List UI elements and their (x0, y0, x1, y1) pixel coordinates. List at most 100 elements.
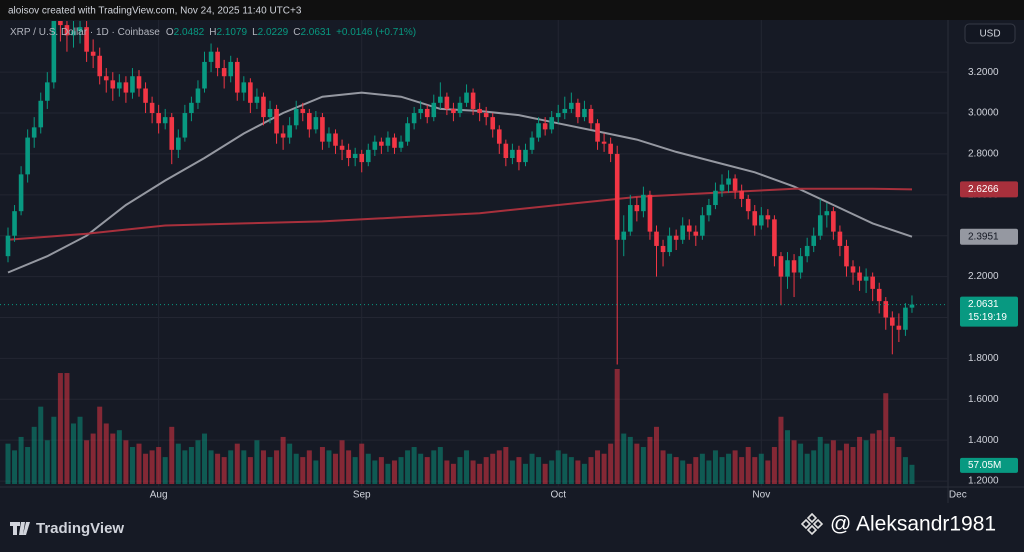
volume-bar (359, 443, 365, 484)
volume-bar (699, 453, 705, 484)
candle-body (772, 219, 777, 257)
candle-body (38, 100, 44, 128)
volume-bar (306, 450, 312, 484)
candle-body (169, 117, 175, 150)
candle-body (496, 129, 502, 144)
volume-bar (274, 450, 280, 484)
volume-bar (202, 433, 208, 484)
candle-body (739, 190, 744, 199)
currency[interactable]: USD (979, 29, 1000, 40)
volume-bar (765, 460, 771, 484)
candle-body (195, 88, 201, 103)
watermark-icon (800, 512, 824, 536)
volume-bar (215, 453, 221, 484)
volume-bar (549, 460, 555, 484)
candle-body (162, 117, 168, 124)
footer: TradingView @ Aleksandr1981 (10, 513, 996, 537)
candle-body (117, 82, 122, 89)
attribution: aloisov created with TradingView.com, No… (8, 6, 302, 17)
volume-bar (129, 447, 135, 484)
candle-body (549, 117, 554, 130)
candle-body (529, 137, 535, 150)
candle-body (90, 51, 96, 56)
volume-bar (850, 447, 856, 484)
volume-bar (575, 460, 581, 484)
candle-body (77, 27, 83, 32)
symbol: XRP / U.S. Dollar · 1D · Coinbase (10, 27, 160, 38)
volume-bar (601, 453, 607, 484)
volume-bar (352, 457, 358, 484)
candle-body (555, 113, 561, 118)
price-badge (960, 181, 1018, 198)
candle-body (12, 211, 17, 236)
candle-body (503, 143, 509, 159)
y-tick-label: 2.2000 (968, 271, 999, 282)
volume-bar (634, 443, 640, 484)
candle-body (287, 125, 292, 138)
ohlc-label: C (293, 27, 300, 38)
candle-body (863, 276, 869, 281)
volume-bar (162, 457, 168, 484)
volume-bar (830, 440, 836, 484)
candle-body (97, 55, 102, 77)
volume-bar (44, 440, 50, 484)
candle-body (431, 102, 437, 118)
candle-body (713, 190, 718, 206)
volume-bar (25, 447, 31, 484)
candle-body (392, 137, 397, 148)
volume-bar (477, 463, 483, 484)
volume-bar (293, 453, 299, 484)
volume-bar (902, 457, 908, 484)
volume-bar (398, 457, 404, 484)
volume-bar (568, 457, 574, 484)
volume-bar (339, 440, 345, 484)
candle-body (693, 231, 699, 236)
low-value: 2.0229 (258, 27, 289, 38)
candle-body (84, 27, 89, 52)
candle-body (752, 211, 758, 226)
last-price-label: 2.0631 (968, 299, 999, 310)
volume-bar (195, 440, 201, 484)
candle-body (143, 88, 148, 103)
volume-bar (300, 457, 306, 484)
high-value: 2.1079 (216, 27, 247, 38)
volume-bar (824, 443, 830, 484)
candle-body (850, 266, 856, 273)
volume-bar (51, 416, 57, 484)
candle-body (759, 215, 764, 226)
candle-body (870, 276, 875, 289)
candle-body (313, 117, 319, 130)
volume-badge-label: 57.05M (968, 460, 1001, 471)
ohlc-label: H (209, 27, 216, 38)
volume-bar (719, 457, 725, 484)
volume-bar (5, 443, 11, 484)
candle-body (18, 174, 24, 212)
volume-bar (667, 453, 673, 484)
candle-body (542, 123, 548, 130)
y-tick-label: 3.0000 (968, 108, 999, 119)
volume-bar (732, 450, 738, 484)
volume-bar (228, 450, 234, 484)
candle-body (182, 113, 188, 138)
candle-body (130, 76, 135, 93)
volume-bar (457, 457, 463, 484)
candle-body (405, 123, 410, 142)
volume-bar (391, 460, 397, 484)
candle-body (136, 76, 142, 89)
top-strip (0, 0, 1024, 20)
volume-bar (77, 416, 83, 484)
candle-body (261, 96, 266, 118)
candle-body (5, 235, 11, 257)
candle-body (352, 153, 358, 159)
volume-bar (385, 463, 391, 484)
volume-bar (470, 460, 476, 484)
volume-bar (614, 369, 620, 484)
candle-body (883, 301, 889, 318)
volume-bar (490, 453, 496, 484)
candle-body (686, 225, 692, 232)
candle-body (490, 117, 496, 130)
candle-body (700, 215, 705, 236)
currency-button[interactable] (964, 23, 1016, 44)
candle-body (320, 117, 325, 142)
candle-body (824, 211, 830, 216)
